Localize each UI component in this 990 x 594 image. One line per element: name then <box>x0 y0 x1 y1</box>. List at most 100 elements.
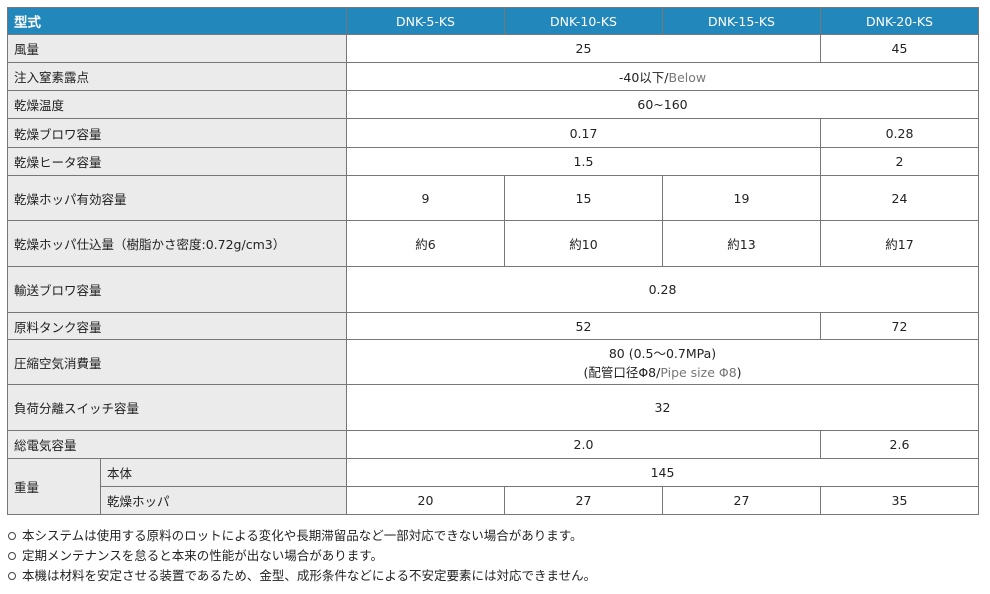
value-text: 0.17 <box>569 125 598 141</box>
value-cell: 約6 <box>346 220 505 267</box>
bullet-icon <box>8 551 16 560</box>
value-text: Pipe size Φ8 <box>660 365 737 380</box>
value-line: 20 <box>347 493 504 508</box>
header-label: 型式 <box>7 7 347 35</box>
value-text: 20 <box>417 493 434 508</box>
value-line: 24 <box>821 191 978 206</box>
value-cell: 0.28 <box>346 266 979 313</box>
value-line: 1.5 <box>347 154 820 169</box>
value-line: 2 <box>821 154 978 169</box>
value-text: 27 <box>575 493 592 508</box>
bullet-icon <box>8 531 16 540</box>
table-row: 乾燥ヒータ容量 1.5 2 <box>7 147 979 176</box>
value-line: (配管口径Φ8/Pipe size Φ8) <box>347 362 978 381</box>
value-text: 約6 <box>415 237 436 252</box>
row-label: 圧縮空気消費量 <box>7 339 347 385</box>
value-text: 0.28 <box>648 282 677 297</box>
value-text: ) <box>736 365 742 380</box>
value-text: 80 (0.5～0.7MPa) <box>608 346 717 361</box>
value-line: 15 <box>505 191 662 206</box>
value-line: 80 (0.5～0.7MPa) <box>347 343 978 362</box>
value-text: 60~160 <box>637 97 688 112</box>
table-row: 圧縮空気消費量 80 (0.5～0.7MPa) (配管口径Φ8/Pipe size … <box>7 339 979 385</box>
table-row: 乾燥ホッパ有効容量 9 15 19 24 <box>7 175 979 221</box>
value-cell: 約10 <box>504 220 663 267</box>
row-label: 風量 <box>7 34 347 63</box>
value-text: 2.6 <box>889 437 910 452</box>
value-text: 35 <box>891 493 908 508</box>
row-label: 乾燥ホッパ有効容量 <box>7 175 347 221</box>
value-text: 45 <box>891 41 908 56</box>
value-text: (配管口径Φ8/ <box>583 365 661 380</box>
value-line: 27 <box>505 493 662 508</box>
value-text: 145 <box>650 465 675 480</box>
row-label: 重量 <box>7 458 101 515</box>
value-text: 52 <box>575 318 592 334</box>
sub-row-label: 乾燥ホッパ <box>100 486 347 515</box>
value-cell: 1.5 <box>346 147 821 176</box>
value-text: -40以下/ <box>618 70 669 85</box>
value-text: 約17 <box>885 237 914 252</box>
header-row: 型式 DNK-5-KS DNK-10-KS DNK-15-KS DNK-20-KS <box>7 7 979 35</box>
value-line: 45 <box>821 41 978 56</box>
row-label: 注入窒素露点 <box>7 62 347 91</box>
table-row: 乾燥温度 60~160 <box>7 90 979 119</box>
note-item: 定期メンテナンスを怠ると本来の性能が出ない場合があります。 <box>8 546 596 566</box>
row-label: 乾燥ブロワ容量 <box>7 118 347 148</box>
value-text: 32 <box>654 400 671 415</box>
value-cell: 15 <box>504 175 663 221</box>
value-line: 19 <box>663 191 820 206</box>
note-text: 本システムは使用する原料のロットによる変化や長期滞留品など一部対応できない場合が… <box>22 528 583 543</box>
value-cell: 32 <box>346 384 979 431</box>
value-cell: 約13 <box>662 220 821 267</box>
value-cell: 0.17 <box>346 118 821 148</box>
table-row: 原料タンク容量 52 72 <box>7 312 979 340</box>
value-cell: 145 <box>346 458 979 487</box>
value-line: 0.28 <box>821 126 978 141</box>
table-row: 乾燥ブロワ容量 0.17 0.28 <box>7 118 979 148</box>
value-line: 52 <box>347 319 820 334</box>
value-text: Below <box>668 70 707 85</box>
value-text: 2.0 <box>573 437 594 452</box>
value-line: 2.6 <box>821 437 978 452</box>
value-line: 0.28 <box>347 282 978 297</box>
model-header: DNK-15-KS <box>662 7 821 35</box>
note-text: 定期メンテナンスを怠ると本来の性能が出ない場合があります。 <box>22 548 384 563</box>
value-cell: 2.6 <box>820 430 979 459</box>
bullet-icon <box>8 571 16 580</box>
value-text: 19 <box>733 190 750 206</box>
value-text: 72 <box>891 318 908 334</box>
row-label: 乾燥ヒータ容量 <box>7 147 347 176</box>
value-cell: 20 <box>346 486 505 515</box>
row-label: 負荷分離スイッチ容量 <box>7 384 347 431</box>
value-cell: 27 <box>662 486 821 515</box>
note-item: 本システムは使用する原料のロットによる変化や長期滞留品など一部対応できない場合が… <box>8 526 596 546</box>
table-row: 乾燥ホッパ仕込量（樹脂かさ密度:0.72g/cm3） 約6 約10 約13 約17 <box>7 220 979 267</box>
note-text: 本機は材料を安定させる装置であるため、金型、成形条件などによる不安定要素には対応… <box>22 568 597 583</box>
value-cell: 2.0 <box>346 430 821 459</box>
value-text: 25 <box>575 41 592 56</box>
value-text: 24 <box>891 190 908 206</box>
value-cell: 72 <box>820 312 979 340</box>
value-line: 約17 <box>821 234 978 253</box>
model-header: DNK-20-KS <box>820 7 979 35</box>
value-cell: 35 <box>820 486 979 515</box>
value-cell: -40以下/Below <box>346 62 979 91</box>
note-item: 本機は材料を安定させる装置であるため、金型、成形条件などによる不安定要素には対応… <box>8 566 596 586</box>
row-label: 原料タンク容量 <box>7 312 347 340</box>
value-line: 145 <box>347 465 978 480</box>
table-row: 注入窒素露点 -40以下/Below <box>7 62 979 91</box>
value-cell: 9 <box>346 175 505 221</box>
row-label: 乾燥ホッパ仕込量（樹脂かさ密度:0.72g/cm3） <box>7 220 347 267</box>
table-row: 乾燥ホッパ 20 27 27 35 <box>8 486 979 515</box>
value-cell: 19 <box>662 175 821 221</box>
value-cell: 25 <box>346 34 821 63</box>
row-label: 総電気容量 <box>7 430 347 459</box>
value-cell: 52 <box>346 312 821 340</box>
value-text: 約13 <box>727 237 756 252</box>
value-cell: 24 <box>820 175 979 221</box>
value-text: 約10 <box>569 237 598 252</box>
value-line: 2.0 <box>347 437 820 452</box>
value-cell: 27 <box>504 486 663 515</box>
value-line: 9 <box>347 191 504 206</box>
